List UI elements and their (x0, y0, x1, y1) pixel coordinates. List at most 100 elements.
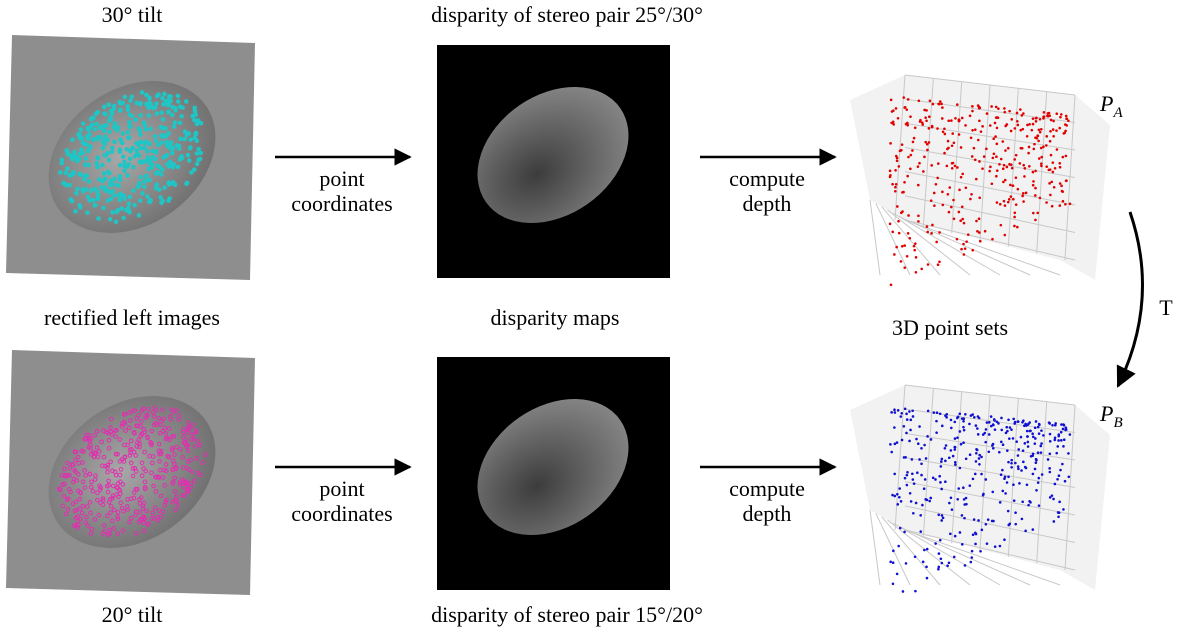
point (1038, 504, 1041, 507)
label-base: P (1099, 91, 1113, 116)
point (1032, 148, 1035, 151)
feature-point (74, 210, 78, 214)
point (956, 498, 959, 501)
point (1021, 147, 1024, 150)
feature-point (150, 163, 154, 167)
point (1059, 166, 1062, 169)
feature-point (63, 182, 67, 186)
point (996, 127, 999, 130)
point (893, 408, 896, 411)
point (945, 416, 948, 419)
point (1055, 452, 1058, 455)
point (1049, 194, 1052, 197)
point (912, 415, 915, 418)
feature-point (103, 186, 107, 190)
point (1024, 167, 1027, 170)
point (920, 463, 923, 466)
feature-point (64, 171, 68, 175)
point (1014, 127, 1017, 130)
point (941, 204, 944, 207)
point (1037, 134, 1040, 137)
point (981, 167, 984, 170)
point (963, 498, 966, 501)
point (1061, 190, 1064, 193)
point (1035, 459, 1038, 462)
point (905, 562, 908, 565)
point (977, 433, 980, 436)
feature-point (171, 105, 175, 109)
point (976, 449, 979, 452)
point (1018, 482, 1021, 485)
point (1040, 147, 1043, 150)
point (923, 109, 926, 112)
feature-point (194, 133, 198, 137)
feature-point (98, 126, 102, 130)
point (951, 167, 954, 170)
point (991, 182, 994, 185)
feature-point (92, 198, 96, 202)
point (1062, 428, 1065, 431)
feature-point (148, 200, 152, 204)
point (1003, 107, 1006, 110)
point (917, 214, 920, 217)
point (936, 127, 939, 130)
point (957, 487, 960, 490)
feature-point (102, 124, 106, 128)
feature-point (162, 135, 166, 139)
feature-point (108, 183, 112, 187)
point (970, 136, 973, 139)
point (1000, 224, 1003, 227)
point (958, 211, 961, 214)
point (1034, 468, 1037, 471)
point (1059, 116, 1062, 119)
point (963, 222, 966, 225)
point (965, 457, 968, 460)
feature-point (174, 108, 178, 112)
point (938, 552, 941, 555)
point (1050, 154, 1053, 157)
point (1060, 113, 1063, 116)
point (908, 237, 911, 240)
point (956, 103, 959, 106)
point (890, 283, 893, 286)
point (976, 427, 979, 430)
point (1009, 184, 1012, 187)
point (1043, 111, 1046, 114)
point (920, 474, 923, 477)
point (889, 561, 892, 564)
point (944, 447, 947, 450)
point (941, 117, 944, 120)
feature-point (78, 134, 82, 138)
point (907, 156, 910, 159)
point (1006, 166, 1009, 169)
point (1051, 424, 1054, 427)
feature-point (184, 100, 188, 104)
point (921, 123, 924, 126)
feature-point (90, 116, 94, 120)
feature-point (139, 113, 143, 117)
feature-point (135, 101, 139, 105)
point (1015, 440, 1018, 443)
point (921, 504, 924, 507)
point (915, 271, 918, 274)
point (1053, 186, 1056, 189)
feature-point (118, 198, 122, 202)
point (894, 186, 897, 189)
point (957, 415, 960, 418)
feature-point (109, 117, 113, 121)
feature-point (121, 155, 125, 159)
point (900, 500, 903, 503)
point (1022, 449, 1025, 452)
point (1064, 203, 1067, 206)
point (951, 162, 954, 165)
feature-point (123, 95, 127, 99)
point (948, 211, 951, 214)
feature-point (148, 96, 152, 100)
point (901, 245, 904, 248)
point (1040, 128, 1043, 131)
point (1003, 111, 1006, 114)
point (1038, 432, 1041, 435)
point (897, 409, 900, 412)
point (913, 245, 916, 248)
feature-point (154, 157, 158, 161)
